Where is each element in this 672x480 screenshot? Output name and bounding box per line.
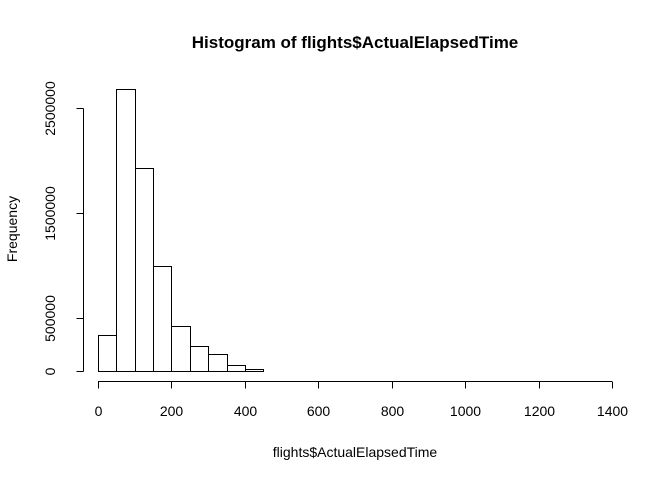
x-tick-label-0: 0 xyxy=(95,403,103,419)
histogram-bar-50-100 xyxy=(116,89,136,372)
y-axis-label: Frequency xyxy=(4,196,20,262)
histogram-bar-150-200 xyxy=(153,266,172,372)
histogram-bar-400-450 xyxy=(245,369,264,372)
y-tick-label-1500000: 1500000 xyxy=(42,186,58,241)
x-tick-label-600: 600 xyxy=(307,403,331,419)
y-tick-label-500000: 500000 xyxy=(42,295,58,342)
histogram-bars xyxy=(98,89,264,372)
histogram-bar-250-300 xyxy=(190,346,209,372)
x-axis: 0 200 400 600 800 1000 1200 1400 xyxy=(95,381,628,419)
x-tick-label-1000: 1000 xyxy=(450,403,481,419)
chart-title: Histogram of flights$ActualElapsedTime xyxy=(192,33,519,52)
x-tick-label-1200: 1200 xyxy=(524,403,555,419)
x-tick-label-400: 400 xyxy=(234,403,258,419)
x-axis-label: flights$ActualElapsedTime xyxy=(273,444,438,460)
x-tick-label-800: 800 xyxy=(381,403,405,419)
histogram-bar-300-350 xyxy=(208,354,228,372)
histogram-bar-100-150 xyxy=(135,168,154,372)
x-tick-label-200: 200 xyxy=(160,403,184,419)
histogram-bar-350-400 xyxy=(227,365,246,372)
y-tick-label-0: 0 xyxy=(42,367,58,375)
histogram-bar-0-50 xyxy=(98,335,117,372)
histogram-bar-200-250 xyxy=(171,326,191,372)
x-tick-label-1400: 1400 xyxy=(597,403,628,419)
y-axis: 0 500000 1500000 2500000 xyxy=(42,81,84,375)
y-tick-label-2500000: 2500000 xyxy=(42,81,58,136)
